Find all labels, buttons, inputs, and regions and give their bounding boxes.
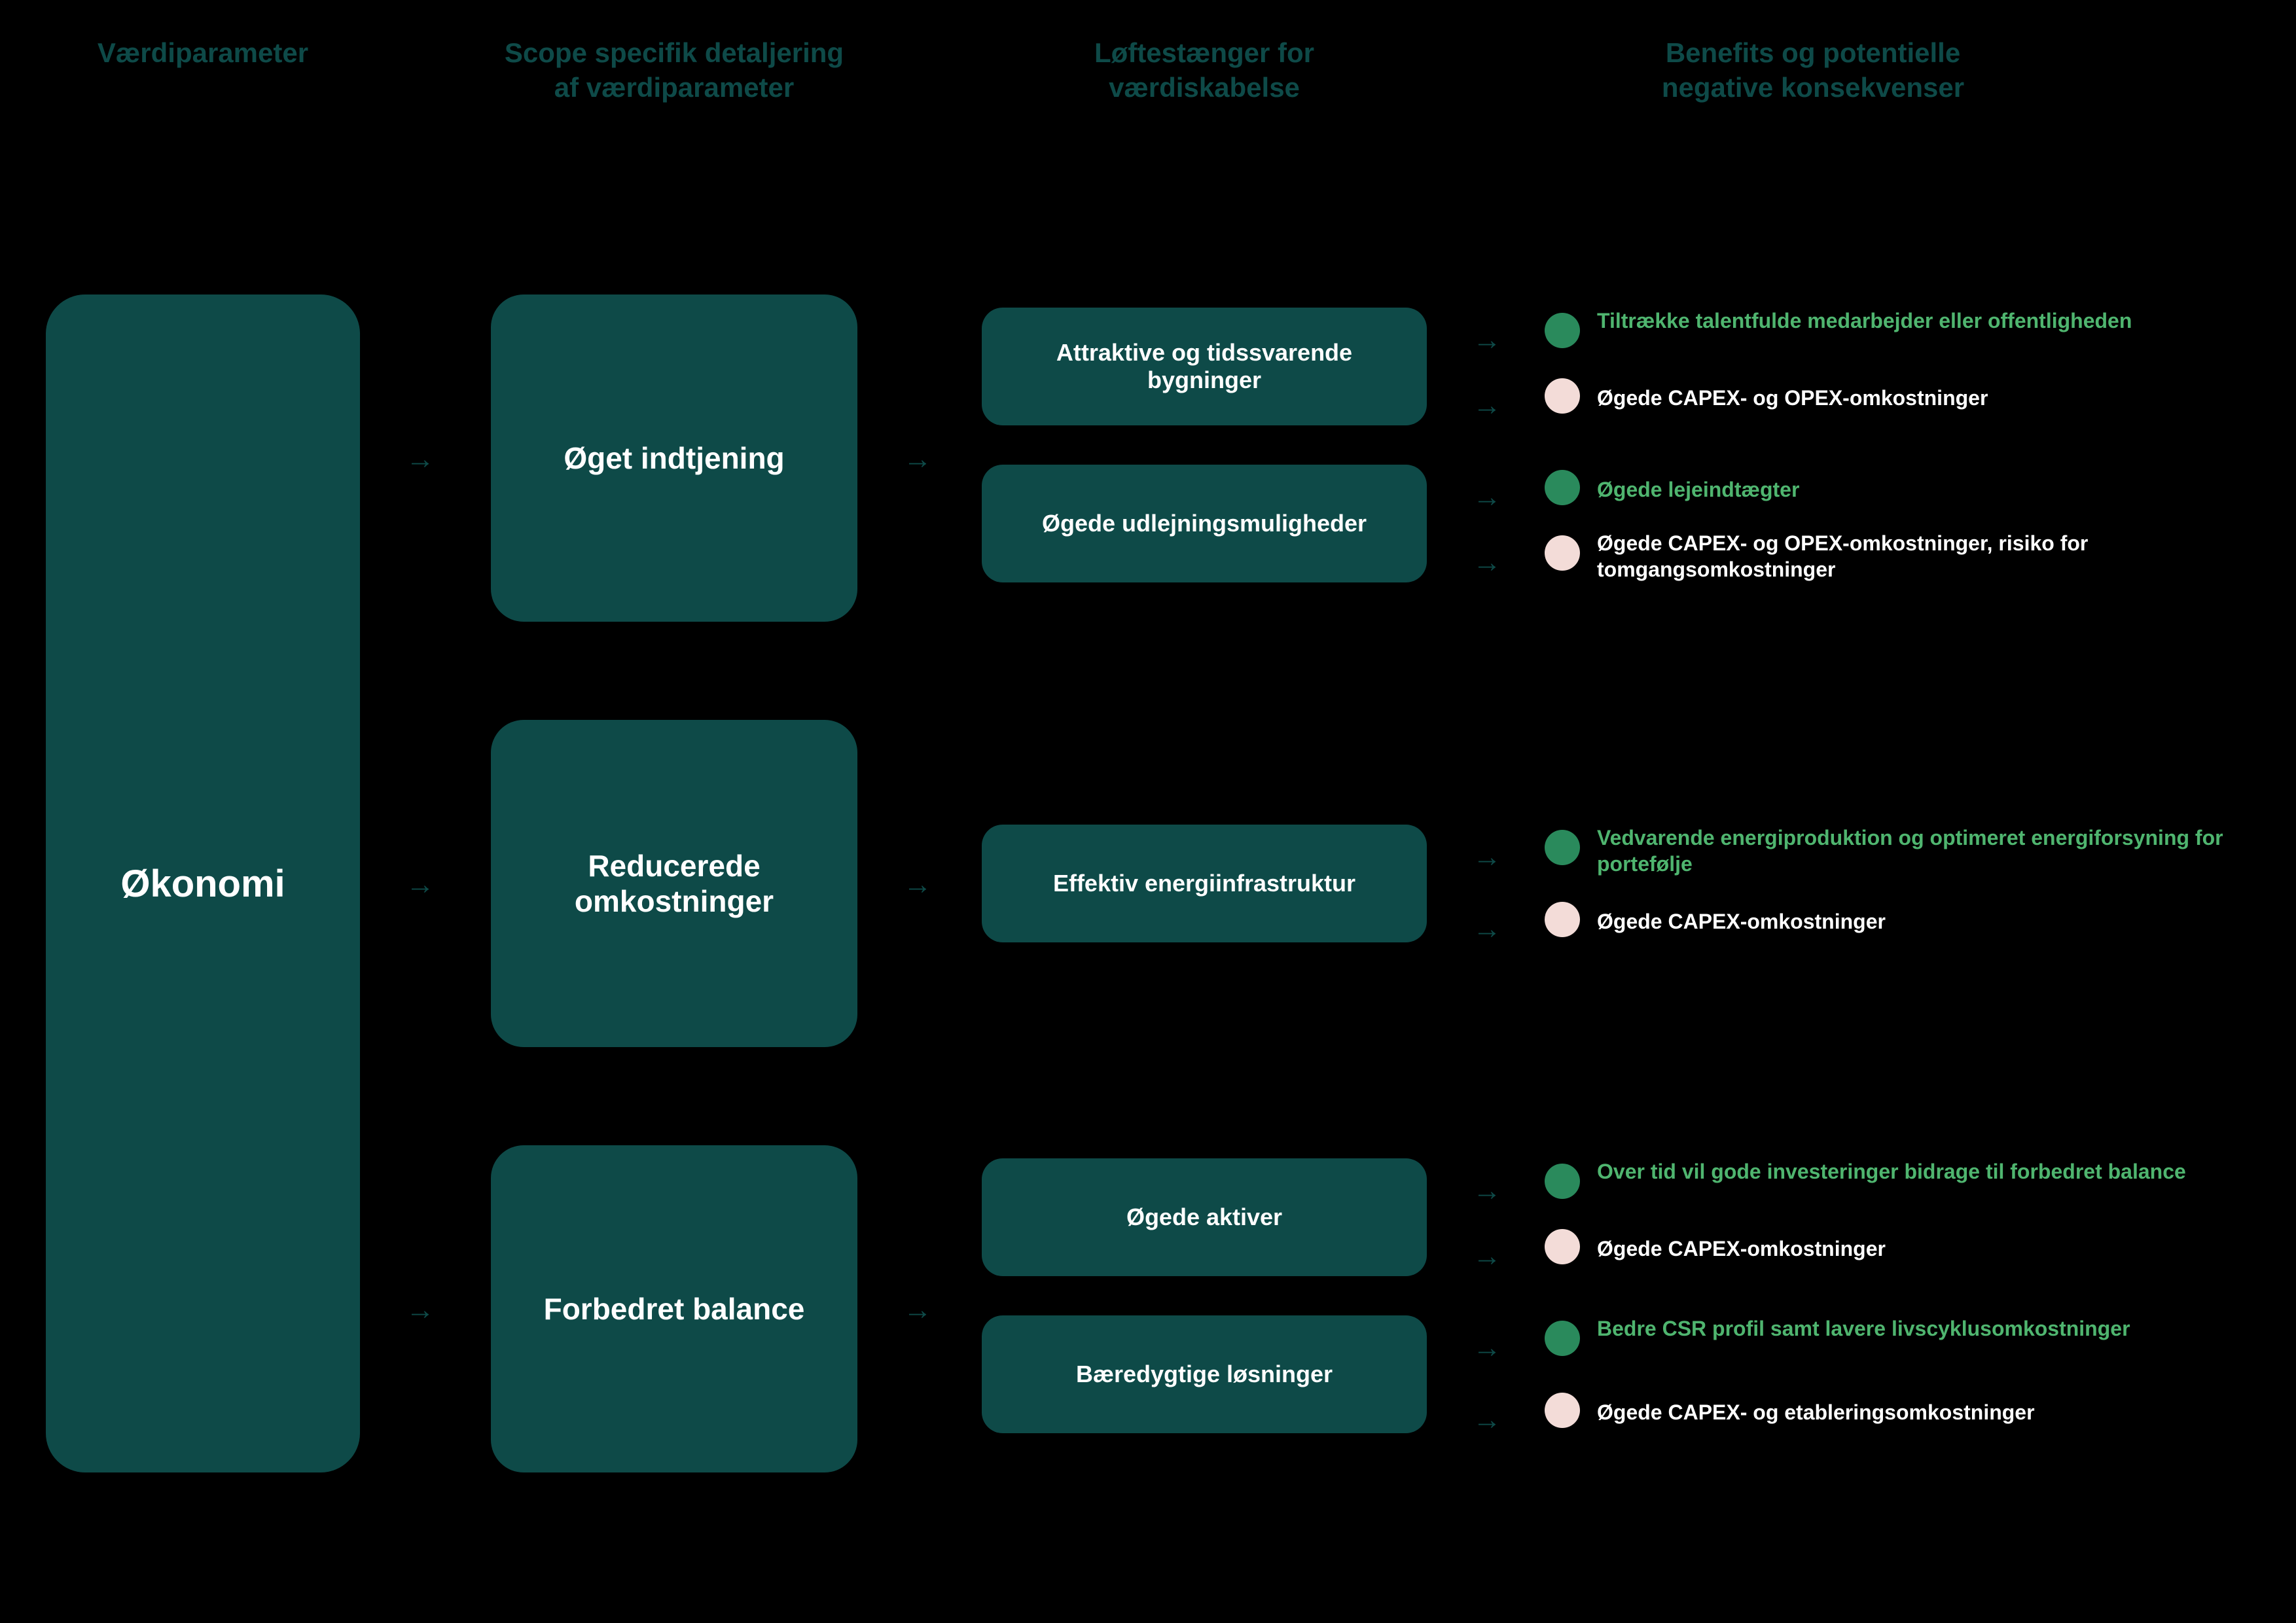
benefit-negative-text: Øgede CAPEX- og OPEX-omkostninger, risik… <box>1597 530 2232 582</box>
lever-node-label: Øgede aktiver <box>1100 1204 1308 1231</box>
benefit-negative-text: Øgede CAPEX-omkostninger <box>1597 1236 1886 1262</box>
negative-dot-icon <box>1545 378 1580 414</box>
benefit-positive-text: Tiltrække talentfulde medarbejder eller … <box>1597 308 2132 334</box>
header-col-1: Værdiparameter <box>46 36 360 71</box>
positive-dot-icon <box>1545 830 1580 865</box>
arrow-icon: → <box>406 445 435 474</box>
header-col-3: Løftestænger for værdiskabelse <box>962 36 1446 105</box>
lever-node: Attraktive og tidssvarende bygninger <box>982 308 1427 425</box>
root-node-label: Økonomi <box>120 862 285 906</box>
arrow-icon: → <box>1473 843 1501 872</box>
root-node-okonomi: Økonomi <box>46 294 360 1472</box>
scope-node-label: Øget indtjening <box>564 440 784 476</box>
benefit-positive-text: Over tid vil gode investeringer bidrage … <box>1597 1158 2186 1185</box>
benefit-positive-text: Øgede lejeindtægter <box>1597 476 1799 503</box>
benefit-positive-text: Vedvarende energiproduktion og optimeret… <box>1597 825 2232 877</box>
scope-node-reducerede-omkostninger: Reducerede omkostninger <box>491 720 857 1047</box>
lever-node: Øgede udlejningsmuligheder <box>982 465 1427 582</box>
arrow-icon: → <box>1473 326 1501 355</box>
lever-node-label: Attraktive og tidssvarende bygninger <box>982 339 1427 394</box>
scope-node-label: Forbedret balance <box>511 1291 838 1327</box>
lever-node-label: Effektiv energiinfrastruktur <box>1027 870 1382 897</box>
arrow-icon: → <box>1473 548 1501 577</box>
lever-node-label: Bæredygtige løsninger <box>1050 1361 1359 1388</box>
lever-node: Bæredygtige løsninger <box>982 1315 1427 1433</box>
positive-dot-icon <box>1545 470 1580 505</box>
arrow-icon: → <box>1473 1334 1501 1363</box>
arrow-icon: → <box>1473 483 1501 512</box>
header-col-2: Scope specifik detaljering af værdiparam… <box>458 36 890 105</box>
lever-node: Effektiv energiinfrastruktur <box>982 825 1427 942</box>
scope-node-oget-indtjening: Øget indtjening <box>491 294 857 622</box>
header-col-4: Benefits og potentielle negative konsekv… <box>1518 36 2108 105</box>
arrow-icon: → <box>406 870 435 899</box>
positive-dot-icon <box>1545 1321 1580 1356</box>
lever-node-label: Øgede udlejningsmuligheder <box>1016 510 1393 537</box>
negative-dot-icon <box>1545 535 1580 571</box>
negative-dot-icon <box>1545 902 1580 937</box>
arrow-icon: → <box>1473 1177 1501 1205</box>
benefit-negative-text: Øgede CAPEX- og OPEX-omkostninger <box>1597 385 1988 411</box>
positive-dot-icon <box>1545 313 1580 348</box>
arrow-icon: → <box>903 870 932 899</box>
negative-dot-icon <box>1545 1229 1580 1264</box>
benefit-positive-text: Bedre CSR profil samt lavere livscykluso… <box>1597 1315 2130 1342</box>
arrow-icon: → <box>1473 1242 1501 1271</box>
arrow-icon: → <box>1473 1406 1501 1435</box>
arrow-icon: → <box>903 445 932 474</box>
benefit-negative-text: Øgede CAPEX-omkostninger <box>1597 908 1886 935</box>
arrow-icon: → <box>406 1296 435 1325</box>
arrow-icon: → <box>1473 915 1501 944</box>
scope-node-forbedret-balance: Forbedret balance <box>491 1145 857 1472</box>
positive-dot-icon <box>1545 1164 1580 1199</box>
arrow-icon: → <box>903 1296 932 1325</box>
benefit-negative-text: Øgede CAPEX- og etableringsomkostninger <box>1597 1399 2035 1425</box>
arrow-icon: → <box>1473 391 1501 420</box>
negative-dot-icon <box>1545 1393 1580 1428</box>
lever-node: Øgede aktiver <box>982 1158 1427 1276</box>
scope-node-label: Reducerede omkostninger <box>491 848 857 919</box>
